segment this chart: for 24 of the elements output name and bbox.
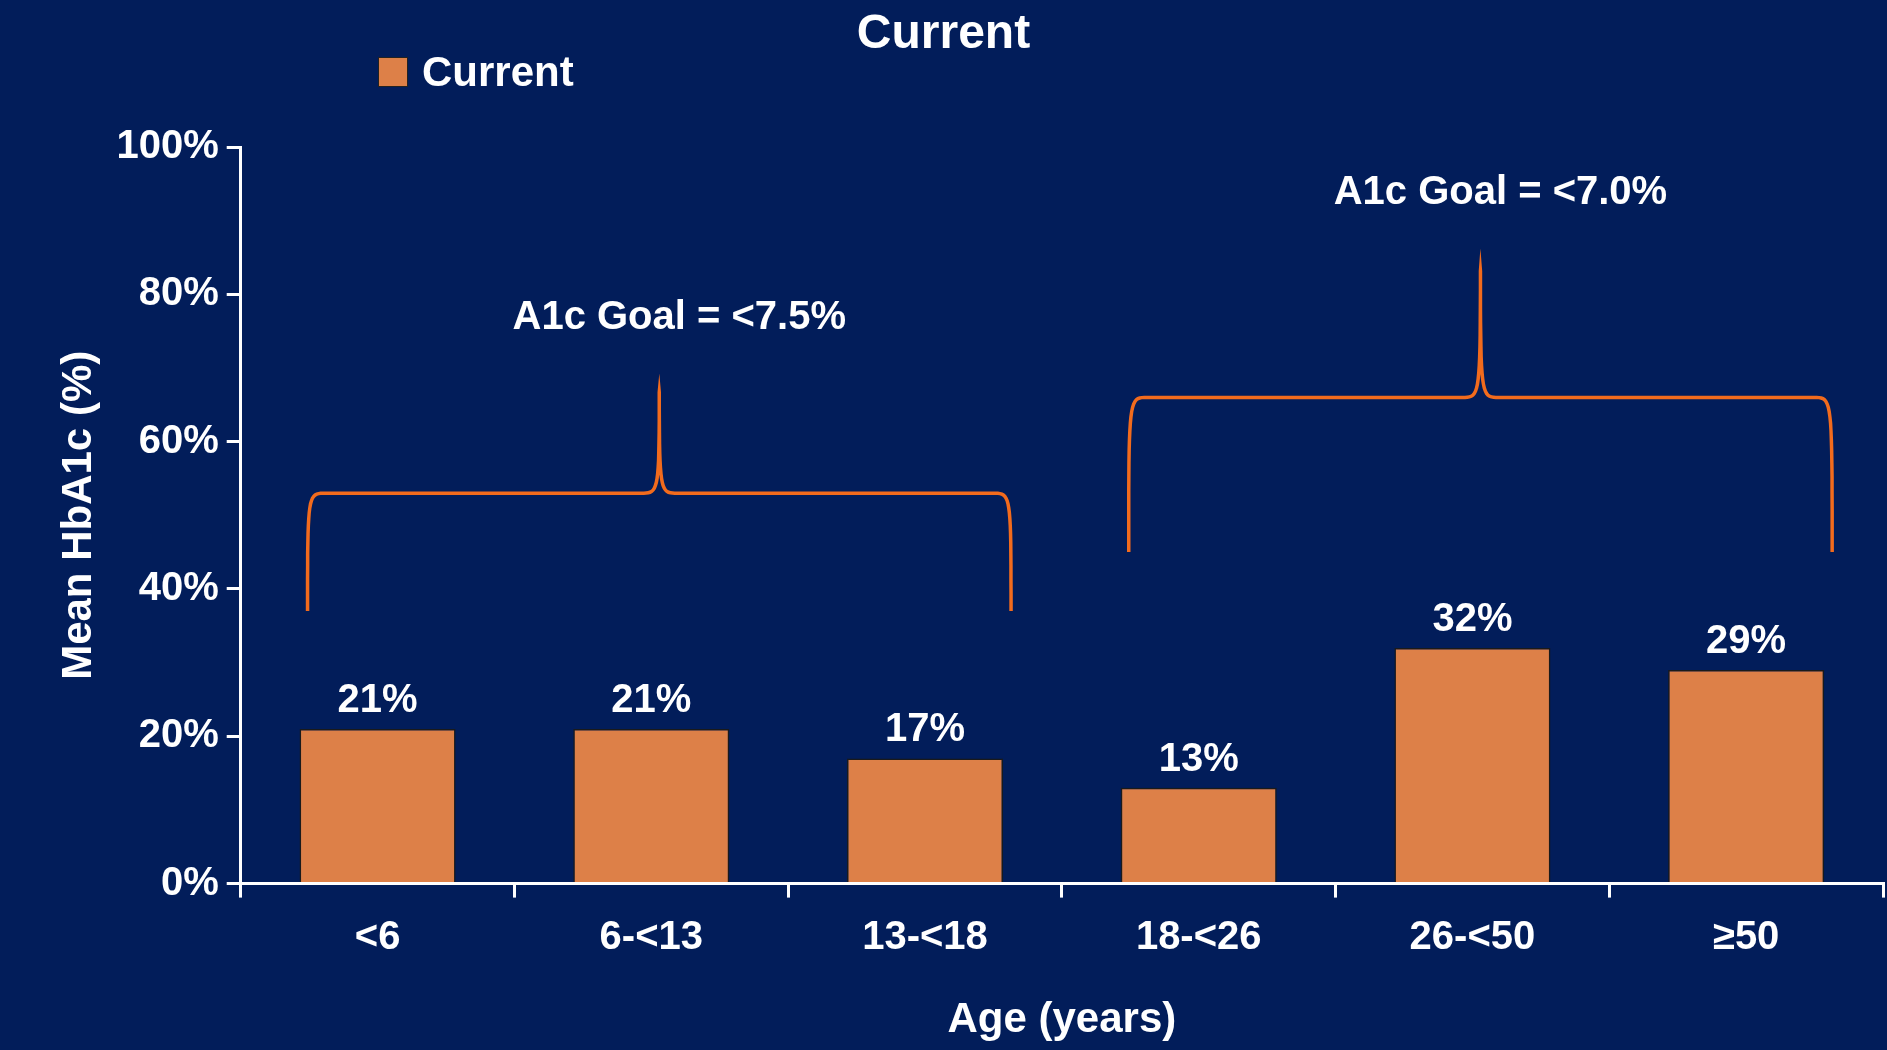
annotation: A1c Goal = <7.5% [512,293,847,339]
data-label: 13% [1158,734,1239,779]
y-tick-label: 60% [138,416,219,461]
x-tick-label: 18-<26 [1135,912,1262,957]
y-tick-label: 0% [160,858,219,903]
y-tick-label: 20% [138,711,219,756]
x-tick-label: ≥50 [1712,912,1780,957]
x-tick-label: 13-<18 [862,912,988,957]
data-label: 17% [884,705,966,750]
x-tick-label: 26-<50 [1409,912,1536,957]
data-label: 21% [337,675,418,720]
legend-label: Current [422,48,574,96]
y-axis-title: Mean HbA1c (%) [52,350,100,680]
data-label: 21% [611,675,692,720]
x-axis-title: Age (years) [947,994,1177,1042]
annotation: A1c Goal = <7.0% [1333,168,1668,214]
y-tick-label: 100% [116,122,219,167]
y-tick-label: 80% [138,269,219,314]
y-tick-label: 40% [138,563,219,608]
x-tick-label: <6 [354,912,401,957]
data-label: 29% [1706,617,1787,662]
x-tick-label: 6-<13 [599,912,703,957]
chart-title: Current [856,5,1031,58]
data-label: 32% [1432,594,1513,639]
